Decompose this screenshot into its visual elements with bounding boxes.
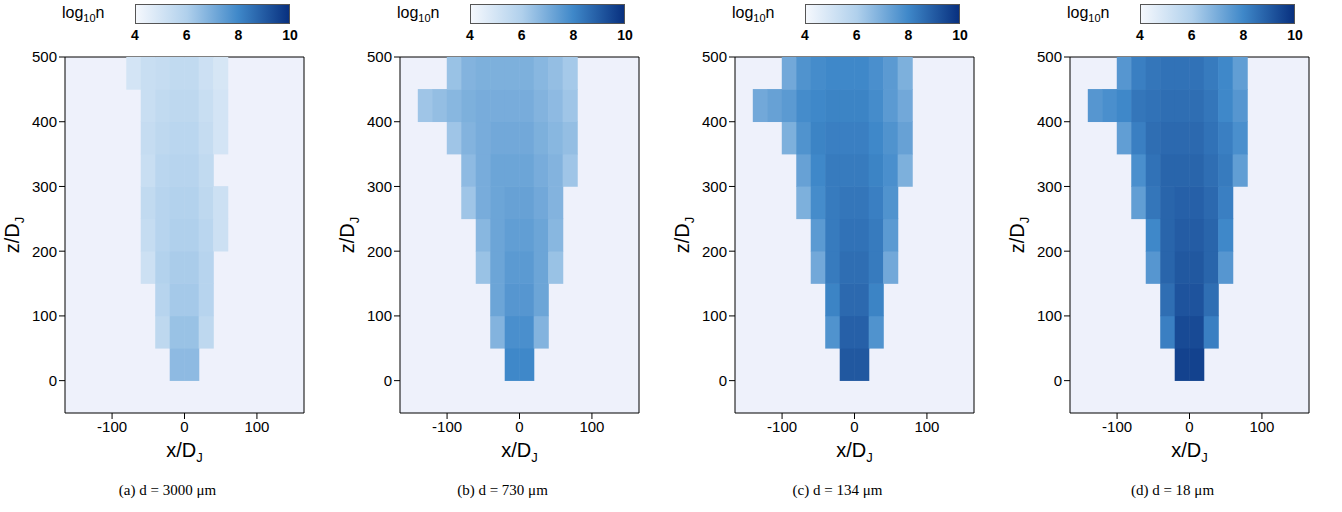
svg-text:100: 100	[702, 307, 727, 324]
html-text:(a) d = 3000 μm: (a) d = 3000 μm	[118, 482, 217, 498]
svg-text:z/DJ: z/DJ	[1006, 217, 1032, 254]
svg-text:400: 400	[367, 113, 392, 130]
html-text:6: 6	[182, 27, 191, 43]
svg-text:100: 100	[244, 418, 269, 435]
svg-text:300: 300	[367, 178, 392, 195]
html-text:(d) d = 18 μm: (d) d = 18 μm	[1130, 482, 1215, 498]
svg-text:0: 0	[850, 418, 858, 435]
html-text:log10n: log10n	[1067, 4, 1110, 25]
html-text:4: 4	[801, 27, 809, 43]
svg-text:300: 300	[32, 178, 57, 195]
svg-text:500: 500	[1037, 48, 1062, 65]
svg-text:200: 200	[367, 243, 392, 260]
html-text:10: 10	[617, 27, 633, 43]
svg-text:0: 0	[1185, 418, 1193, 435]
svg-text:0: 0	[1054, 372, 1062, 389]
html-text:10: 10	[1287, 27, 1303, 43]
html-text:log10n: log10n	[397, 4, 440, 25]
svg-text:200: 200	[32, 243, 57, 260]
svg-text:500: 500	[32, 48, 57, 65]
svg-text:-100: -100	[432, 418, 462, 435]
svg-text:400: 400	[32, 113, 57, 130]
svg-text:0: 0	[384, 372, 392, 389]
svg-text:x/DJ: x/DJ	[166, 439, 203, 465]
svg-text:x/DJ: x/DJ	[1171, 439, 1208, 465]
html-text:10: 10	[952, 27, 968, 43]
svg-text:0: 0	[515, 418, 523, 435]
svg-text:-100: -100	[97, 418, 127, 435]
svg-text:100: 100	[32, 307, 57, 324]
html-text:8: 8	[1239, 27, 1248, 43]
html-text:6: 6	[852, 27, 861, 43]
svg-text:500: 500	[367, 48, 392, 65]
svg-text:0: 0	[180, 418, 188, 435]
svg-text:0: 0	[49, 372, 57, 389]
svg-text:z/DJ: z/DJ	[336, 217, 362, 254]
svg-text:x/DJ: x/DJ	[501, 439, 538, 465]
svg-text:500: 500	[702, 48, 727, 65]
html-text:log10n: log10n	[732, 4, 775, 25]
html-text:8: 8	[234, 27, 243, 43]
html-text:4: 4	[1136, 27, 1144, 43]
svg-text:x/DJ: x/DJ	[836, 439, 873, 465]
svg-text:z/DJ: z/DJ	[671, 217, 697, 254]
svg-text:100: 100	[914, 418, 939, 435]
html-text:8: 8	[569, 27, 578, 43]
svg-text:100: 100	[1249, 418, 1274, 435]
html-text:4: 4	[466, 27, 474, 43]
html-text:6: 6	[517, 27, 526, 43]
svg-text:200: 200	[702, 243, 727, 260]
html-text:6: 6	[1187, 27, 1196, 43]
html-text:8: 8	[904, 27, 913, 43]
svg-text:100: 100	[367, 307, 392, 324]
html-text:(c) d = 134 μm: (c) d = 134 μm	[792, 482, 883, 498]
svg-text:400: 400	[702, 113, 727, 130]
svg-text:-100: -100	[767, 418, 797, 435]
html-text:10: 10	[282, 27, 298, 43]
svg-text:200: 200	[1037, 243, 1062, 260]
svg-text:300: 300	[1037, 178, 1062, 195]
html-text:(b) d = 730 μm: (b) d = 730 μm	[457, 482, 548, 498]
svg-text:z/DJ: z/DJ	[1, 217, 27, 254]
html-text:log10n: log10n	[62, 4, 105, 25]
svg-text:-100: -100	[1102, 418, 1132, 435]
svg-text:0: 0	[719, 372, 727, 389]
html-text:4: 4	[131, 27, 139, 43]
svg-text:100: 100	[1037, 307, 1062, 324]
svg-text:400: 400	[1037, 113, 1062, 130]
svg-text:300: 300	[702, 178, 727, 195]
svg-text:100: 100	[579, 418, 604, 435]
